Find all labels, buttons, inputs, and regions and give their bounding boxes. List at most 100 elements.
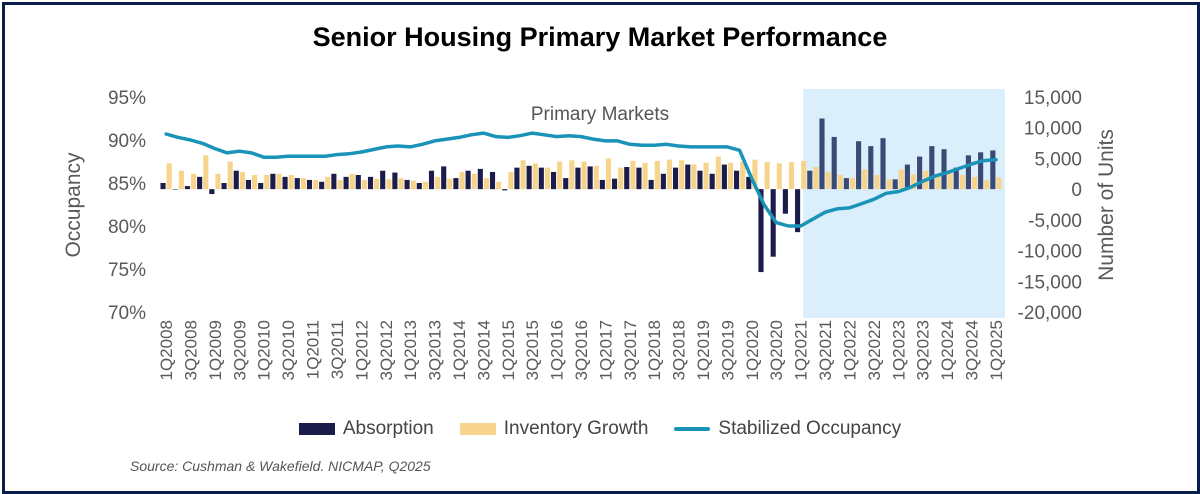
absorption-bar — [624, 167, 630, 190]
absorption-bar — [685, 164, 691, 190]
inventory-bar — [703, 162, 709, 190]
stabilized-occupancy-line — [164, 131, 998, 228]
absorption-bar — [831, 136, 837, 190]
x-tick-label: 3Q2011 — [328, 320, 347, 379]
right-axis-tick-label: -15,000 — [1018, 272, 1082, 293]
x-tick-label: 3Q2024 — [962, 320, 981, 381]
absorption-bar — [416, 183, 422, 190]
inventory-swatch — [459, 423, 496, 435]
x-tick-label: 1Q2022 — [840, 320, 859, 381]
absorption-bar — [770, 189, 776, 257]
absorption-bar — [489, 171, 496, 190]
x-tick-label: 3Q2013 — [426, 320, 445, 381]
inventory-bar — [215, 173, 221, 190]
absorption-bar — [990, 150, 996, 190]
x-tick-label: 1Q2019 — [694, 320, 713, 381]
inventory-bar — [727, 162, 734, 190]
absorption-bar — [672, 167, 679, 190]
inventory-bar — [984, 179, 990, 190]
inventory-bar — [203, 155, 209, 190]
absorption-bar — [611, 178, 618, 190]
inventory-bar — [605, 158, 612, 190]
inventory-bar — [752, 159, 758, 190]
source-note: Source: Cushman & Wakefield. NICMAP, Q20… — [130, 458, 431, 474]
inventory-bar — [618, 167, 624, 190]
inventory-bar — [252, 175, 258, 190]
absorption-bar — [819, 118, 825, 190]
legend-item-occupancy[interactable]: Stabilized Occupancy — [674, 418, 901, 440]
absorption-bar — [233, 170, 239, 190]
x-tick-label: 1Q2013 — [401, 320, 420, 381]
right-axis-tick-label: 15,000 — [1024, 88, 1082, 109]
x-tick-label: 1Q2011 — [304, 320, 323, 379]
absorption-bar — [184, 186, 191, 190]
left-axis-tick-label: 75% — [108, 260, 146, 281]
absorption-bar — [880, 138, 886, 190]
x-tick-label: 1Q2008 — [157, 320, 176, 381]
x-tick-label: 3Q2014 — [474, 320, 493, 381]
inventory-bar — [264, 175, 270, 190]
inventory-bar — [227, 161, 233, 190]
absorption-bar — [575, 167, 581, 190]
legend-label-absorption: Absorption — [342, 418, 434, 439]
absorption-bar — [660, 173, 666, 190]
inventory-bar — [337, 179, 343, 190]
inventory-bar — [239, 171, 245, 190]
inventory-bar — [508, 171, 514, 190]
inventory-bar — [825, 171, 831, 190]
inventory-bar — [874, 175, 880, 190]
inventory-bar — [544, 167, 551, 190]
x-tick-label: 3Q2010 — [279, 320, 298, 381]
x-tick-label: 3Q2021 — [816, 320, 835, 381]
absorption-bar — [599, 179, 605, 190]
inventory-bar — [715, 156, 721, 190]
legend-item-absorption[interactable]: Absorption — [298, 418, 434, 440]
absorption-bar — [319, 181, 325, 190]
left-axis-title: Occupancy — [62, 152, 85, 258]
right-axis-tick-label: 0 — [1071, 180, 1082, 201]
chart-title: Senior Housing Primary Market Performanc… — [312, 22, 888, 52]
x-tick-label: 3Q2008 — [182, 320, 201, 381]
legend-label-inventory: Inventory Growth — [503, 418, 649, 439]
absorption-bar — [428, 170, 435, 190]
absorption-bar — [868, 146, 874, 190]
absorption-bar — [929, 146, 935, 190]
absorption-bar — [355, 175, 361, 190]
absorption-bar — [477, 168, 483, 190]
inventory-bar — [374, 178, 380, 190]
x-tick-label: 3Q2019 — [718, 320, 737, 381]
absorption-bar — [843, 178, 849, 190]
absorption-bar — [978, 152, 984, 190]
primary-markets-annotation: Primary Markets — [531, 104, 669, 125]
absorption-bar — [917, 156, 923, 190]
inventory-bar — [520, 160, 526, 190]
inventory-bar — [422, 181, 428, 190]
inventory-bar — [947, 173, 953, 190]
inventory-bar — [654, 160, 660, 190]
inventory-bar — [288, 175, 294, 190]
inventory-bar — [837, 175, 843, 190]
x-tick-label: 1Q2009 — [206, 320, 225, 381]
inventory-bar — [557, 161, 563, 190]
right-axis-title: Number of Units — [1095, 129, 1118, 281]
absorption-bar — [550, 171, 557, 190]
absorption-swatch — [298, 423, 335, 435]
legend-item-inventory[interactable]: Inventory Growth — [459, 418, 649, 440]
absorption-bar — [587, 166, 593, 190]
absorption-bar — [465, 170, 471, 190]
absorption-bar — [404, 179, 410, 190]
absorption-bar — [245, 179, 252, 190]
right-axis-tick-label: 5,000 — [1034, 149, 1082, 170]
legend: Absorption Inventory Growth Stabilized O… — [0, 418, 1200, 440]
x-tick-label: 3Q2022 — [865, 320, 884, 381]
inventory-bar — [630, 160, 636, 190]
inventory-bar — [788, 162, 795, 190]
absorption-bar — [160, 183, 166, 190]
x-tick-label: 3Q2012 — [377, 320, 396, 381]
absorption-bar — [172, 189, 178, 190]
absorption-bar — [538, 167, 544, 190]
inventory-bar — [581, 161, 587, 190]
inventory-bar — [764, 162, 770, 190]
left-axis-tick-label: 80% — [108, 217, 146, 238]
